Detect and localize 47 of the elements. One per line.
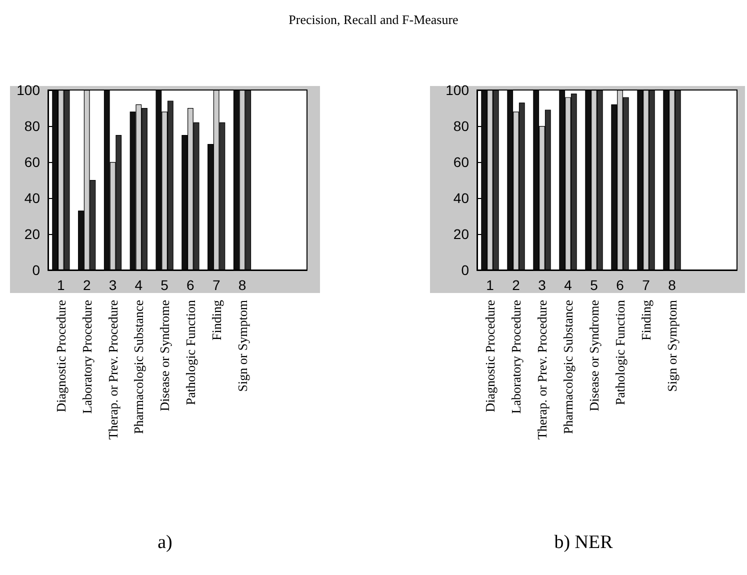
text: Disease or Syndrome (157, 300, 172, 412)
y-tick-label: 60 (453, 154, 470, 170)
y-tick-label: 80 (453, 118, 470, 134)
x-tick-label: 3 (108, 277, 117, 293)
text: Sign or Symptom (234, 300, 250, 392)
text: Therap. or Prev. Procedure (105, 300, 120, 440)
y-tick-label: 100 (446, 82, 470, 98)
text: Finding (208, 300, 224, 340)
text: b) NER (553, 532, 614, 554)
x-tick-label: 5 (590, 277, 598, 293)
x-tick-label: 8 (238, 277, 246, 293)
y-tick-label: 20 (24, 226, 40, 242)
text: Pharmacologic Substance (131, 300, 146, 434)
text: Precision, Recall and F-Measure (288, 12, 460, 28)
x-tick-label: 2 (512, 277, 520, 293)
y-tick-label: 0 (461, 262, 470, 278)
text: Finding (638, 300, 654, 340)
x-tick-label: 1 (486, 277, 494, 293)
x-tick-label: 5 (160, 277, 169, 293)
y-tick-label: 60 (24, 154, 40, 170)
x-tick-label: 4 (134, 277, 143, 293)
x-tick-label: 7 (212, 277, 220, 293)
text: Pathologic Function (612, 300, 628, 406)
x-tick-label: 6 (186, 277, 195, 293)
y-tick-label: 100 (16, 82, 40, 98)
y-tick-label: 40 (453, 190, 470, 206)
x-tick-label: 2 (82, 277, 91, 293)
y-tick-label: 20 (453, 226, 470, 242)
text: Laboratory Procedure (79, 300, 94, 414)
text: Pharmacologic Substance (560, 300, 576, 434)
text: Laboratory Procedure (508, 300, 524, 414)
x-tick-label: 4 (564, 277, 572, 293)
y-tick-label: 40 (24, 190, 40, 206)
x-tick-label: 6 (616, 277, 624, 293)
text: Pathologic Function (182, 300, 198, 406)
y-tick-label: 0 (32, 262, 40, 278)
x-tick-label: 8 (668, 277, 676, 293)
text: Disease or Syndrome (586, 300, 602, 412)
text: Diagnostic Procedure (482, 300, 498, 412)
text: a) (156, 532, 174, 554)
x-tick-label: 1 (57, 277, 66, 293)
text: Therap. or Prev. Procedure (534, 300, 550, 440)
y-tick-label: 80 (24, 118, 40, 134)
text: Diagnostic Procedure (53, 300, 68, 412)
x-tick-label: 3 (538, 277, 546, 293)
x-tick-label: 7 (642, 277, 650, 293)
text: Sign or Symptom (664, 300, 680, 392)
